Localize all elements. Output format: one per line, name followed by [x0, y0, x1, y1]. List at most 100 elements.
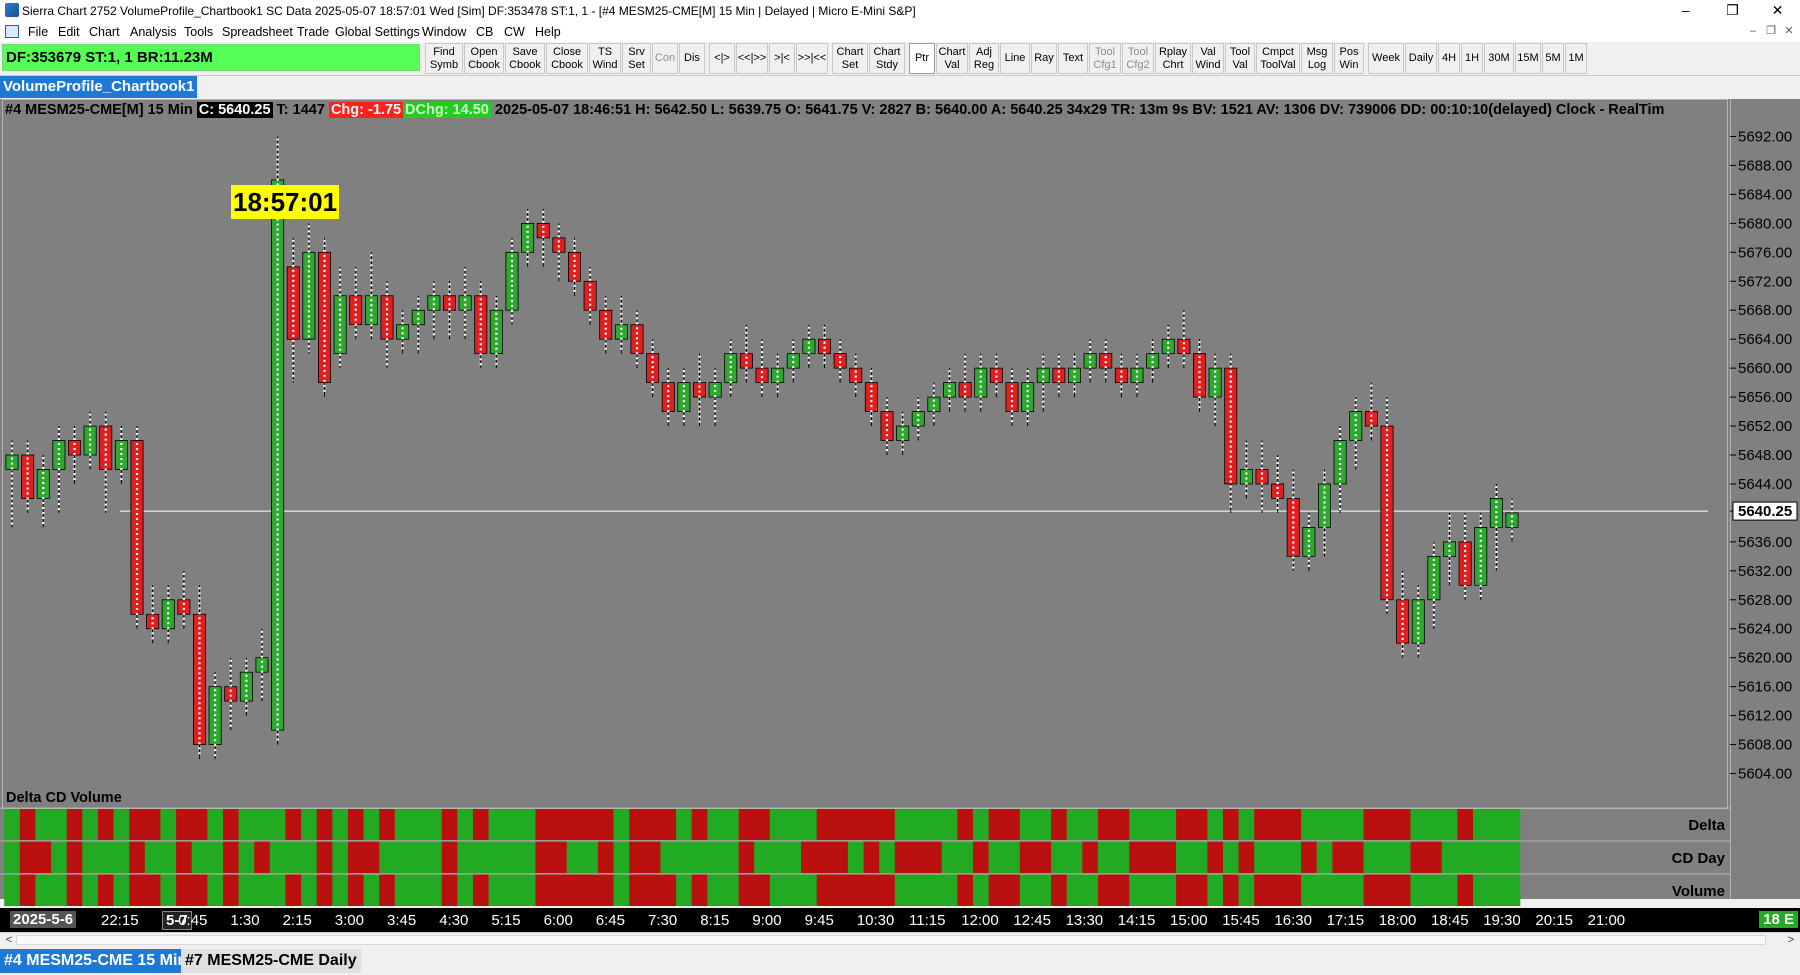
toolbar-button-[interactable]: >>|<< — [796, 43, 828, 74]
stats-cell — [222, 841, 240, 873]
toolbar-button-chart-val[interactable]: Chart Val — [936, 43, 968, 74]
chart-area[interactable] — [0, 99, 1730, 899]
toolbar-button-pos-win[interactable]: Pos Win — [1334, 43, 1364, 74]
minimize-button[interactable]: – — [1681, 2, 1690, 18]
toolbar-button-ptr[interactable]: Ptr — [909, 43, 935, 74]
stats-cell — [988, 874, 1005, 906]
time-tick: 21:00 — [1587, 912, 1626, 929]
toolbar-button-close-cbook[interactable]: Close Cbook — [546, 43, 588, 74]
chartbook-tab[interactable]: VolumeProfile_Chartbook1 — [0, 76, 198, 98]
toolbar-button-ts-wind[interactable]: TS Wind — [589, 43, 621, 74]
scroll-thumb[interactable] — [16, 935, 1766, 945]
toolbar-button-val-wind[interactable]: Val Wind — [1192, 43, 1224, 74]
toolbar-button-text[interactable]: Text — [1058, 43, 1088, 74]
stats-cell — [1379, 808, 1396, 840]
stats-cell — [1176, 808, 1193, 840]
candle-up — [489, 309, 503, 355]
time-axis[interactable]: 2025-5-6 5-7 22:15 0:45 1:30 2:15 3:00 3:45 4:… — [0, 908, 1800, 932]
toolbar-button-adj-reg[interactable]: Adj Reg — [969, 43, 999, 74]
menu-edit[interactable]: Edit — [58, 25, 80, 39]
toolbar-button-line[interactable]: Line — [1000, 43, 1030, 74]
stats-cell — [285, 808, 302, 840]
stats-cell — [707, 874, 724, 906]
stats-cell — [582, 874, 599, 906]
menu-spreadsheet[interactable]: Spreadsheet — [222, 25, 293, 39]
menu-global-settings[interactable]: Global Settings — [335, 25, 420, 39]
stats-cell — [191, 841, 208, 873]
toolbar-button-ray[interactable]: Ray — [1031, 43, 1057, 74]
stats-cell — [1332, 874, 1349, 906]
toolbar-button-chart-set[interactable]: Chart Set — [832, 43, 868, 74]
stats-cell — [785, 874, 802, 906]
stats-cell — [316, 808, 333, 840]
toolbar-button-tool-cfg2[interactable]: Tool Cfg2 — [1122, 43, 1154, 74]
toolbar-button-msg-log[interactable]: Msg Log — [1301, 43, 1333, 74]
tab-chart-7[interactable]: #7 MESM25-CME Daily — [181, 949, 361, 973]
maximize-button[interactable]: ❐ — [1726, 2, 1739, 18]
stats-cell — [972, 841, 990, 873]
scroll-right-icon[interactable]: > — [1787, 934, 1795, 946]
toolbar-button-chart-stdy[interactable]: Chart Stdy — [869, 43, 905, 74]
toolbar-button-1h[interactable]: 1H — [1461, 43, 1483, 74]
stats-cell — [144, 841, 161, 873]
stats-cell — [379, 874, 396, 906]
menu-cb[interactable]: CB — [476, 25, 494, 39]
toolbar-button-5m[interactable]: 5M — [1542, 43, 1564, 74]
stats-cell — [754, 874, 771, 906]
price-axis-label: 5680.00 — [1738, 215, 1792, 232]
toolbar-button-save-cbook[interactable]: Save Cbook — [505, 43, 545, 74]
toolbar-button-15m[interactable]: 15M — [1515, 43, 1541, 74]
stats-cell — [847, 841, 865, 873]
toolbar-button-[interactable]: <<|>> — [736, 43, 768, 74]
time-tick: 13:30 — [1065, 912, 1104, 929]
menu-window[interactable]: Window — [422, 25, 467, 39]
tab-chart-4[interactable]: #4 MESM25-CME 15 Min — [0, 949, 192, 973]
stats-cell — [832, 841, 849, 873]
time-tick: 18:00 — [1378, 912, 1417, 929]
stats-cell — [644, 808, 661, 840]
toolbar-button-week[interactable]: Week — [1368, 43, 1404, 74]
stats-cell — [1269, 841, 1286, 873]
toolbar-button-dis[interactable]: Dis — [679, 43, 705, 74]
candle-up — [1130, 367, 1144, 384]
stats-cell — [691, 808, 708, 840]
toolbar-button-con[interactable]: Con — [652, 43, 678, 74]
stats-cell — [722, 841, 740, 873]
toolbar-button-rplay-chrt[interactable]: Rplay Chrt — [1155, 43, 1191, 74]
stats-cell — [1160, 874, 1177, 906]
toolbar-button-open-cbook[interactable]: Open Cbook — [464, 43, 504, 74]
system-menu-icon[interactable] — [5, 25, 19, 38]
time-tick: 8:15 — [700, 912, 730, 929]
menu-analysis[interactable]: Analysis — [130, 25, 177, 39]
stats-cell — [441, 841, 458, 873]
toolbar-button-srv-set[interactable]: Srv Set — [622, 43, 651, 74]
toolbar-button-tool-val[interactable]: Tool Val — [1225, 43, 1255, 74]
toolbar-button-find-symb[interactable]: Find Symb — [425, 43, 463, 74]
toolbar-button-daily[interactable]: Daily — [1405, 43, 1437, 74]
candle-down — [286, 266, 300, 340]
menu-help[interactable]: Help — [535, 25, 561, 39]
toolbar-button-[interactable]: >|< — [769, 43, 795, 74]
mdi-close-icon[interactable]: ✕ — [1784, 25, 1794, 37]
scroll-left-icon[interactable]: < — [5, 934, 13, 946]
toolbar-button-1m[interactable]: 1M — [1565, 43, 1587, 74]
close-button[interactable]: ✕ — [1771, 2, 1784, 18]
toolbar-button-[interactable]: <|> — [709, 43, 735, 74]
menu-chart[interactable]: Chart — [89, 25, 120, 39]
horizontal-scrollbar[interactable]: < > — [0, 932, 1800, 947]
toolbar-button-tool-cfg1[interactable]: Tool Cfg1 — [1089, 43, 1121, 74]
mdi-restore-icon[interactable]: ❐ — [1766, 25, 1776, 37]
menu-cw[interactable]: CW — [504, 25, 525, 39]
stats-cell — [285, 841, 302, 873]
mdi-minimize-icon[interactable]: – — [1749, 25, 1757, 37]
menu-tools[interactable]: Tools — [184, 25, 214, 39]
toolbar-button-cmpct-toolval[interactable]: Cmpct ToolVal — [1256, 43, 1300, 74]
menu-trade[interactable]: Trade — [297, 25, 330, 39]
toolbar-button-4h[interactable]: 4H — [1438, 43, 1460, 74]
stats-cell — [1488, 808, 1505, 840]
price-axis[interactable] — [1730, 99, 1800, 899]
stats-cell — [1301, 808, 1318, 840]
menu-file[interactable]: File — [28, 25, 49, 39]
toolbar-button-30m[interactable]: 30M — [1484, 43, 1514, 74]
stats-cell — [1363, 841, 1380, 873]
